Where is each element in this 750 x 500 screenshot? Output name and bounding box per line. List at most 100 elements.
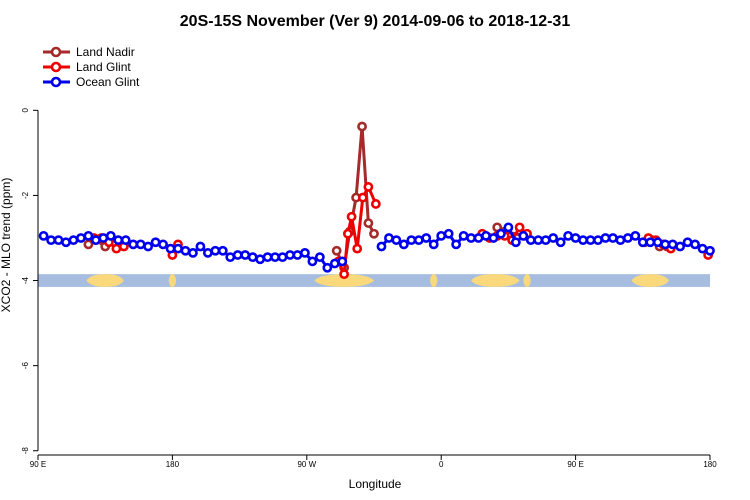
data-point	[225, 252, 236, 263]
data-point	[705, 245, 715, 256]
legend-swatch-marker	[50, 76, 62, 88]
data-point	[292, 250, 303, 260]
series-ocean-glint	[38, 222, 715, 273]
data-point	[322, 262, 333, 273]
data-point	[68, 235, 79, 246]
data-point	[363, 218, 374, 228]
legend-swatch-marker	[50, 46, 62, 58]
data-point	[352, 243, 363, 254]
data-point	[421, 233, 432, 243]
legend-label: Land Nadir	[76, 45, 135, 59]
legend-label: Ocean Glint	[76, 75, 140, 89]
data-point	[563, 230, 574, 241]
data-point	[53, 235, 64, 246]
legend-item: Ocean Glint	[43, 75, 140, 89]
data-point	[262, 252, 273, 263]
data-point	[331, 245, 342, 256]
data-point	[514, 222, 525, 233]
data-point	[488, 233, 499, 243]
data-point	[496, 228, 506, 239]
data-point	[135, 239, 146, 250]
axes: 90 E 180 90 W 0 90 E 180 0 -2 -4 -6 -8	[21, 108, 717, 469]
x-tick-label: 180	[166, 460, 180, 469]
legend-item: Land Glint	[43, 60, 131, 74]
x-tick-label: 90 W	[297, 460, 316, 469]
land-patch	[523, 274, 531, 287]
data-point	[46, 235, 56, 246]
data-point	[346, 211, 357, 222]
data-point	[406, 235, 417, 246]
data-point	[466, 233, 476, 243]
data-point	[240, 250, 251, 260]
data-point	[518, 230, 529, 241]
data-point	[376, 241, 387, 252]
land-mask	[38, 274, 710, 287]
data-point	[458, 230, 469, 241]
data-point	[428, 239, 439, 250]
legend-label: Land Glint	[76, 60, 131, 74]
data-point	[548, 233, 559, 243]
data-point	[165, 243, 176, 254]
data-point	[369, 228, 379, 239]
land-patch	[471, 274, 520, 287]
data-point	[451, 239, 462, 250]
land-patch	[168, 274, 177, 287]
data-point	[436, 230, 447, 241]
data-point	[667, 239, 678, 250]
x-axis-label: Longitude	[349, 477, 402, 491]
data-point	[38, 230, 49, 241]
data-point	[481, 230, 491, 241]
data-point	[697, 243, 708, 254]
data-point	[128, 239, 139, 250]
data-point	[578, 235, 588, 246]
legend-swatch-marker	[50, 61, 62, 73]
data-point	[180, 245, 191, 256]
data-point	[503, 222, 514, 233]
data-point	[660, 239, 671, 250]
data-point	[337, 256, 348, 267]
data-point	[255, 254, 266, 265]
data-point	[307, 256, 318, 267]
data-point	[608, 233, 618, 243]
data-point	[652, 237, 663, 248]
x-tick-label: 90 E	[30, 460, 46, 469]
data-point	[525, 235, 536, 246]
y-tick-label: -4	[21, 276, 30, 284]
data-point	[314, 252, 325, 263]
y-tick-label: -2	[21, 191, 30, 199]
data-point	[473, 233, 484, 243]
data-point	[540, 235, 551, 246]
data-point	[510, 237, 521, 248]
data-point	[339, 269, 350, 280]
data-point	[83, 230, 94, 241]
data-point	[120, 235, 131, 246]
data-point	[150, 237, 161, 248]
data-point	[217, 245, 228, 256]
data-point	[210, 245, 221, 256]
land-patch	[86, 274, 124, 287]
data-point	[342, 228, 353, 239]
data-point	[413, 235, 424, 246]
data-point	[90, 235, 101, 246]
data-point	[247, 252, 258, 263]
data-point	[593, 235, 603, 246]
data-point	[188, 247, 198, 258]
x-tick-label: 90 E	[567, 460, 583, 469]
y-tick-label: -8	[21, 447, 30, 455]
x-tick-label: 0	[439, 460, 444, 469]
data-point	[363, 182, 374, 192]
data-point	[555, 237, 566, 248]
data-point	[443, 228, 454, 239]
y-tick-label: 0	[21, 108, 30, 113]
data-point	[533, 235, 544, 246]
data-point	[637, 237, 648, 248]
data-point	[585, 235, 596, 246]
data-point	[391, 235, 402, 246]
data-point	[83, 239, 94, 250]
data-point	[76, 233, 86, 243]
data-point	[675, 241, 686, 252]
data-point	[384, 233, 394, 243]
data-point	[202, 247, 213, 258]
